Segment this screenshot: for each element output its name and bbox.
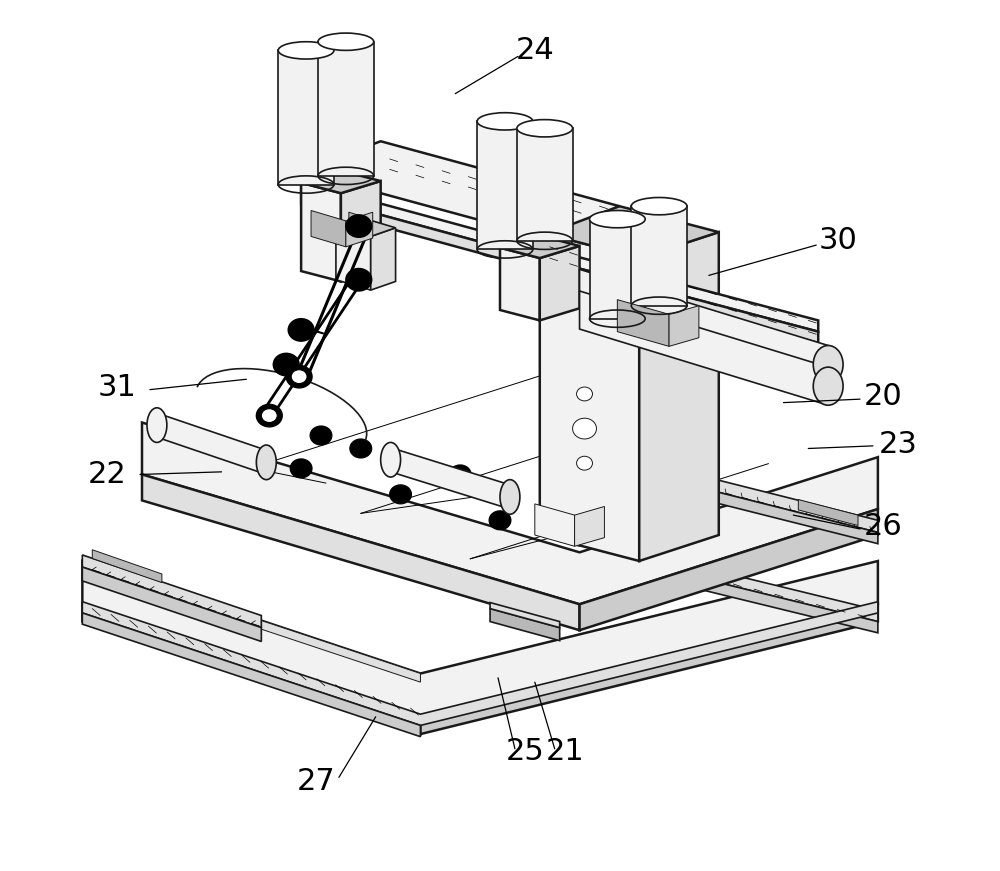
Text: 24: 24 (515, 36, 554, 64)
Text: 30: 30 (819, 226, 858, 255)
Circle shape (449, 465, 471, 484)
Circle shape (261, 408, 277, 422)
Ellipse shape (590, 211, 645, 228)
Polygon shape (301, 182, 540, 258)
Polygon shape (689, 485, 878, 544)
Text: 27: 27 (297, 767, 335, 796)
Polygon shape (82, 602, 878, 726)
Polygon shape (349, 213, 366, 232)
Circle shape (350, 439, 372, 458)
Circle shape (346, 215, 372, 237)
Ellipse shape (381, 442, 401, 477)
Text: 31: 31 (98, 374, 137, 402)
Circle shape (310, 426, 332, 445)
Polygon shape (142, 422, 878, 604)
Polygon shape (490, 603, 560, 628)
Polygon shape (420, 604, 878, 734)
Polygon shape (82, 555, 261, 628)
Polygon shape (669, 306, 699, 347)
Polygon shape (540, 206, 719, 258)
Polygon shape (631, 206, 687, 306)
Ellipse shape (631, 198, 687, 215)
Circle shape (390, 485, 411, 503)
Polygon shape (490, 609, 560, 640)
Circle shape (346, 268, 372, 291)
Text: 21: 21 (545, 737, 584, 766)
Ellipse shape (500, 480, 520, 514)
Ellipse shape (278, 42, 334, 59)
Polygon shape (301, 193, 540, 269)
Polygon shape (278, 51, 334, 185)
Polygon shape (517, 128, 573, 240)
Ellipse shape (147, 408, 167, 442)
Polygon shape (535, 503, 575, 546)
Polygon shape (639, 232, 719, 561)
Polygon shape (575, 506, 604, 546)
Polygon shape (301, 183, 341, 281)
Text: 26: 26 (863, 512, 902, 541)
Polygon shape (619, 558, 878, 633)
Polygon shape (540, 258, 818, 343)
Ellipse shape (813, 346, 843, 383)
Polygon shape (82, 561, 878, 717)
Polygon shape (580, 509, 878, 631)
Polygon shape (311, 211, 346, 246)
Polygon shape (82, 561, 420, 682)
Polygon shape (500, 235, 580, 258)
Circle shape (288, 319, 314, 341)
Polygon shape (540, 515, 580, 546)
Ellipse shape (318, 33, 374, 51)
Ellipse shape (477, 112, 533, 130)
Polygon shape (341, 181, 381, 281)
Polygon shape (301, 171, 381, 193)
Polygon shape (477, 121, 533, 249)
Polygon shape (540, 246, 580, 321)
Polygon shape (500, 247, 540, 321)
Text: 22: 22 (88, 460, 127, 489)
Ellipse shape (813, 368, 843, 405)
Polygon shape (371, 228, 396, 290)
Polygon shape (82, 604, 420, 734)
Circle shape (577, 387, 592, 401)
Circle shape (286, 366, 312, 388)
Text: 25: 25 (505, 737, 544, 766)
Polygon shape (619, 547, 878, 622)
Polygon shape (157, 413, 266, 475)
Circle shape (273, 354, 299, 375)
Polygon shape (617, 300, 669, 347)
Circle shape (256, 404, 282, 427)
Polygon shape (798, 500, 858, 525)
Ellipse shape (517, 119, 573, 137)
Polygon shape (318, 42, 374, 176)
Polygon shape (580, 269, 828, 383)
Polygon shape (336, 226, 371, 290)
Circle shape (489, 510, 511, 530)
Circle shape (291, 369, 307, 383)
Polygon shape (580, 291, 828, 405)
Polygon shape (590, 219, 645, 319)
Circle shape (290, 459, 312, 478)
Text: 23: 23 (878, 429, 917, 459)
Polygon shape (336, 218, 396, 236)
Circle shape (577, 456, 592, 470)
Polygon shape (540, 232, 639, 561)
Polygon shape (82, 613, 420, 737)
Polygon shape (540, 246, 818, 332)
Polygon shape (82, 567, 261, 641)
Polygon shape (391, 448, 510, 509)
Polygon shape (92, 550, 162, 583)
Text: 20: 20 (863, 382, 902, 411)
Ellipse shape (256, 445, 276, 480)
Polygon shape (346, 213, 373, 246)
Polygon shape (142, 475, 580, 631)
Circle shape (573, 418, 596, 439)
Polygon shape (301, 141, 619, 236)
Polygon shape (689, 473, 878, 532)
